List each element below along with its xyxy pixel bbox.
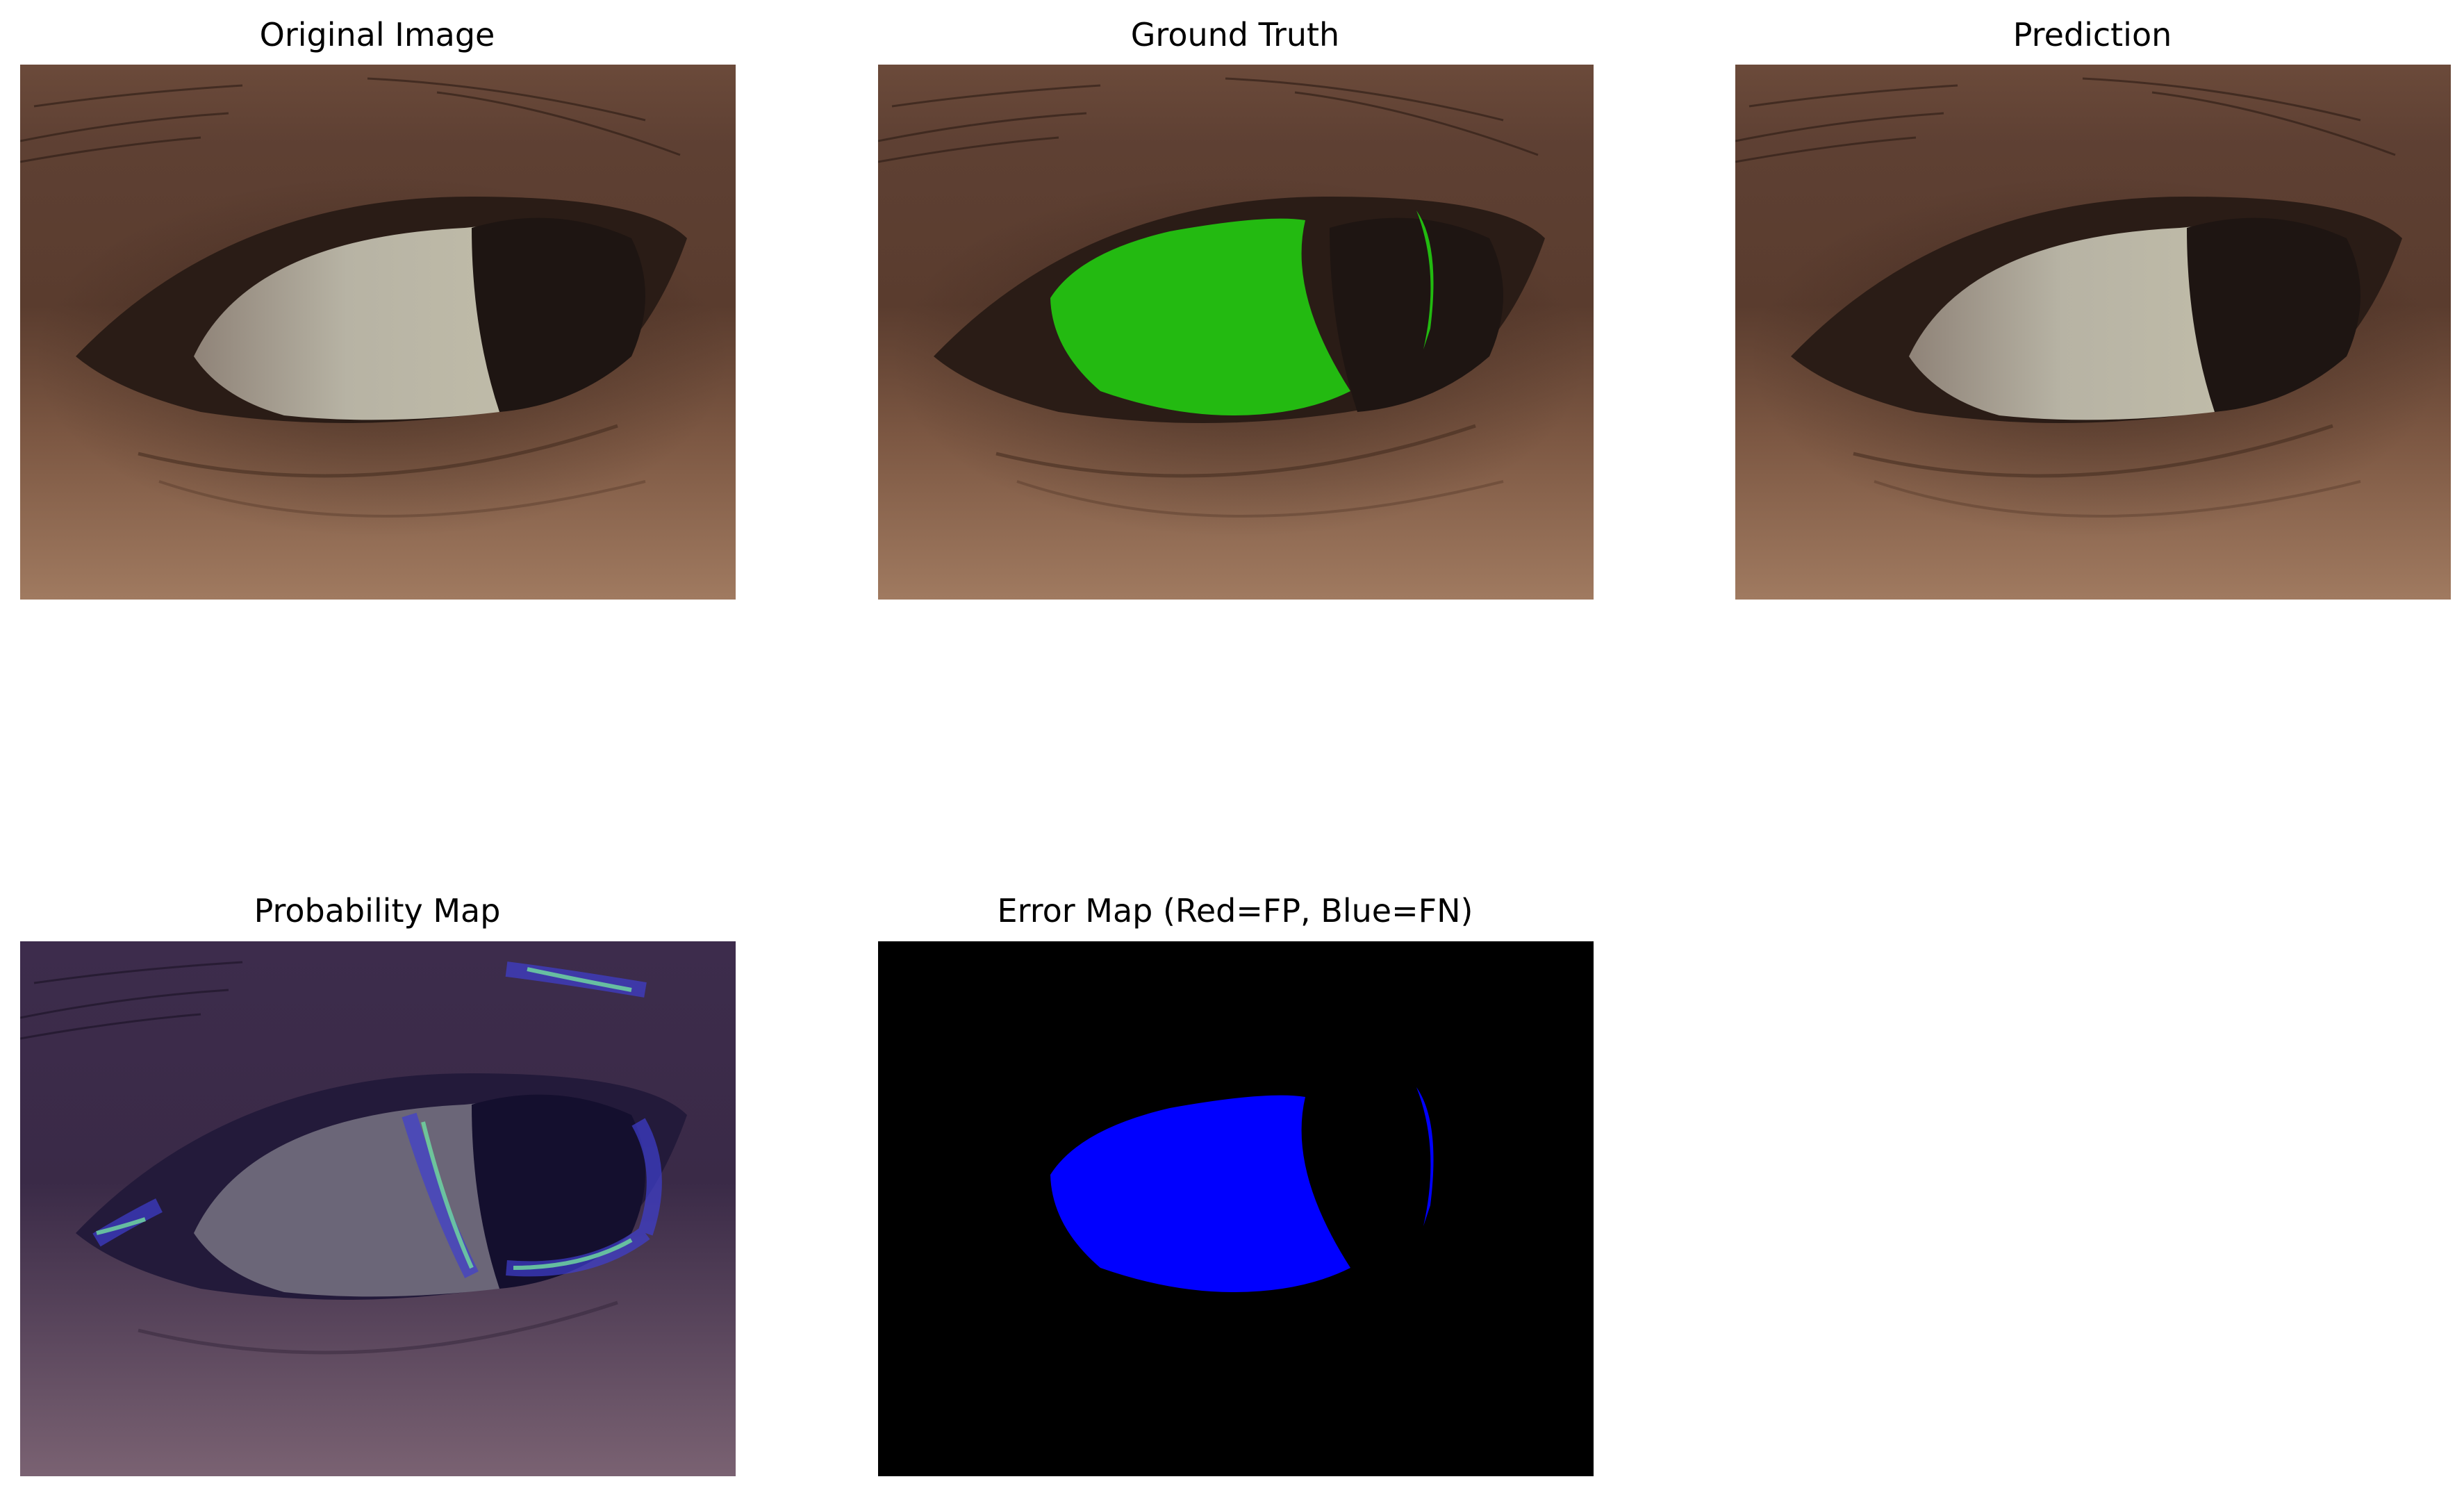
panel-title-prediction: Prediction: [2012, 16, 2172, 53]
panel-title-original: Original Image: [259, 16, 495, 53]
ground-truth-overlay-image: [878, 65, 1594, 600]
prediction-image: [1735, 65, 2451, 600]
panel-title-probability: Probability Map: [254, 892, 501, 930]
false-negative-region: [1050, 1095, 1350, 1292]
ground-truth-mask: [1050, 218, 1350, 415]
panel-title-ground-truth: Ground Truth: [1130, 16, 1340, 53]
error-map-image: [878, 941, 1594, 1476]
original-eye-image: [20, 65, 736, 600]
probability-map-image: [20, 941, 736, 1476]
panel-title-error: Error Map (Red=FP, Blue=FN): [997, 892, 1473, 930]
